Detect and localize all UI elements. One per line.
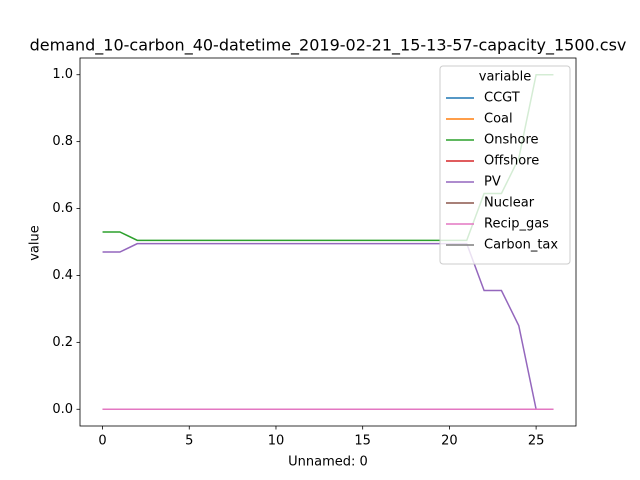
legend-box — [439, 65, 571, 265]
legend-label: Coal — [484, 112, 513, 127]
y-tick-label: 0.2 — [52, 335, 73, 350]
x-tick-label: 10 — [268, 434, 285, 449]
x-tick-label: 5 — [185, 434, 193, 449]
y-tick-label: 0.8 — [52, 134, 73, 149]
x-tick-label: 0 — [98, 434, 106, 449]
x-tick-label: 20 — [441, 434, 458, 449]
legend-label: Onshore — [484, 133, 539, 148]
legend-label: Carbon_tax — [484, 238, 558, 253]
legend-label: Offshore — [484, 154, 539, 169]
series-line — [102, 242, 554, 411]
x-tick-label: 15 — [354, 434, 371, 449]
y-tick-label: 0.0 — [52, 402, 73, 417]
legend-label: CCGT — [484, 91, 520, 106]
y-tick-label: 0.4 — [52, 268, 73, 283]
legend-label: PV — [484, 175, 501, 190]
y-tick-label: 1.0 — [52, 67, 73, 82]
legend-title: variable — [479, 70, 531, 85]
y-axis-label: value — [28, 225, 43, 261]
x-tick-label: 25 — [528, 434, 545, 449]
x-axis-label: Unnamed: 0 — [288, 455, 368, 470]
chart-title: demand_10-carbon_40-datetime_2019-02-21_… — [30, 36, 627, 56]
plot-frame — [79, 57, 577, 427]
y-tick-label: 0.6 — [52, 201, 73, 216]
legend-label: Nuclear — [484, 196, 535, 211]
legend-label: Recip_gas — [484, 217, 549, 232]
